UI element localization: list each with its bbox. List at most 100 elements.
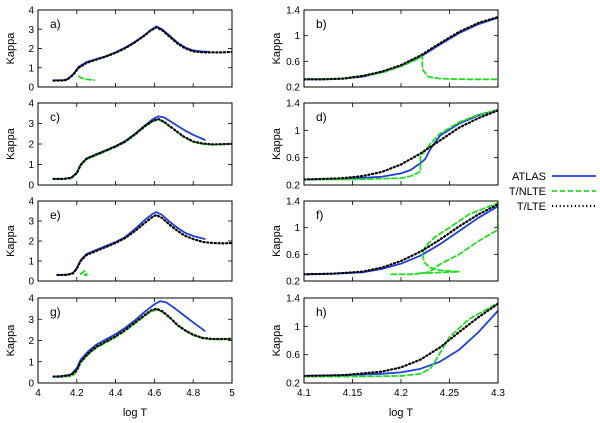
legend-label: T/LTE <box>517 201 546 213</box>
series-group <box>304 202 498 276</box>
legend-label: ATLAS <box>512 171 546 183</box>
y-tick-label: 3 <box>28 25 34 36</box>
y-tick-label: 4 <box>28 197 34 208</box>
series-line-atlas <box>304 205 498 276</box>
y-tick-label: 1 <box>294 223 300 234</box>
y-tick-label: 0.2 <box>286 83 300 94</box>
x-tick-label: 4.8 <box>186 388 200 399</box>
series-line-atlas <box>52 25 210 82</box>
x-tick-label: 4.2 <box>70 388 84 399</box>
panel-c: 0 1 2 3 4 c) Kappa <box>5 99 233 192</box>
series-line-atlas <box>52 300 206 378</box>
plot-frame <box>303 102 499 186</box>
y-tick-label: 0.6 <box>286 250 300 261</box>
y-tick-label: 4 <box>28 6 34 17</box>
series-group <box>52 115 232 181</box>
y-axis-label: Kappa <box>271 32 283 65</box>
series-group <box>304 302 498 378</box>
series-group <box>52 25 232 82</box>
y-tick-label: 3 <box>28 119 34 130</box>
panel-label: f) <box>316 208 323 222</box>
x-tick-label: 4.6 <box>147 388 161 399</box>
series-line-t-nlte <box>304 108 498 181</box>
y-tick-label: 0.6 <box>286 350 300 361</box>
series-line-t-lte <box>304 15 498 81</box>
series-line-atlas <box>304 309 498 377</box>
x-tick-label: 5 <box>229 388 235 399</box>
plot-frame <box>37 297 233 384</box>
y-tick-label: 0 <box>28 379 34 390</box>
x-tick-label: 4.1 <box>297 388 311 399</box>
plot-frame <box>303 9 499 88</box>
panel-label: c) <box>50 110 60 124</box>
legend: ATLAS T/NLTE T/LTE <box>509 171 596 213</box>
series-line-t-lte <box>56 213 232 277</box>
x-axis-label: log T <box>389 407 414 419</box>
y-axis-label: Kappa <box>5 127 17 160</box>
y-tick-label: 2 <box>28 237 34 248</box>
y-axis-label: Kappa <box>271 324 283 357</box>
y-tick-label: 2 <box>28 336 34 347</box>
y-tick-label: 1 <box>294 31 300 42</box>
panel-h: 4.1 4.15 4.2 4.25 4.3 0.2 0.6 1 1.4 h) Kappa log T <box>271 294 505 420</box>
series-line-t-nlte <box>77 75 96 81</box>
y-tick-label: 4 <box>28 99 34 110</box>
plot-frame <box>37 102 233 186</box>
panel-label: g) <box>50 305 61 319</box>
y-tick-label: 0.6 <box>286 57 300 68</box>
series-line-t-nlte <box>304 55 498 81</box>
y-tick-label: 1 <box>28 357 34 368</box>
series-line-t-lte <box>304 203 498 276</box>
y-tick-label: 2 <box>28 44 34 55</box>
y-axis-label: Kappa <box>271 127 283 160</box>
x-tick-label: 4.3 <box>491 388 505 399</box>
panel-label: b) <box>316 17 327 31</box>
series-line-t-lte <box>304 109 498 181</box>
x-tick-label: 4.2 <box>394 388 408 399</box>
series-group <box>52 300 232 378</box>
x-tick-label: 4.15 <box>343 388 363 399</box>
series-group <box>304 108 498 181</box>
panel-a: 0 1 2 3 4 a) Kappa <box>5 6 233 94</box>
series-line-atlas <box>52 115 206 180</box>
y-axis-label: Kappa <box>5 224 17 257</box>
panel-b: 0.2 0.6 1 1.4 b) Kappa <box>271 6 499 94</box>
series-line-t-lte <box>52 26 232 82</box>
y-tick-label: 4 <box>28 294 34 305</box>
plot-frame <box>37 200 233 282</box>
y-tick-label: 1 <box>28 257 34 268</box>
y-axis-label: Kappa <box>5 32 17 65</box>
series-line-t-lte <box>52 307 232 378</box>
plot-frame <box>37 9 233 88</box>
x-tick-label: 4.25 <box>440 388 460 399</box>
series-line-t-nlte <box>304 302 498 378</box>
series-line-t-lte <box>304 302 498 378</box>
y-tick-label: 0 <box>28 181 34 192</box>
y-tick-label: 3 <box>28 315 34 326</box>
plot-frame <box>303 297 499 384</box>
y-tick-label: 0 <box>28 277 34 288</box>
y-tick-label: 0.2 <box>286 181 300 192</box>
panel-d: 0.2 0.6 1 1.4 d) Kappa <box>271 99 499 192</box>
y-tick-label: 1.4 <box>286 99 300 110</box>
series-line-t-lte <box>52 117 232 180</box>
y-tick-label: 0 <box>28 83 34 94</box>
x-tick-label: 4.4 <box>109 388 123 399</box>
x-tick-label: 4 <box>35 388 41 399</box>
series-group <box>304 15 498 81</box>
y-tick-label: 1.4 <box>286 294 300 305</box>
plot-frame <box>303 200 499 282</box>
y-tick-label: 1.4 <box>286 6 300 17</box>
series-line-t-nlte <box>56 308 232 378</box>
y-tick-label: 2 <box>28 140 34 151</box>
series-line-t-nlte <box>390 202 498 276</box>
legend-label: T/NLTE <box>509 186 546 198</box>
y-tick-label: 1 <box>28 63 34 74</box>
y-tick-label: 0.6 <box>286 153 300 164</box>
y-tick-label: 1 <box>294 322 300 333</box>
panel-label: a) <box>50 17 61 31</box>
y-tick-label: 1 <box>28 160 34 171</box>
panel-g: 4 4.2 4.4 4.6 4.8 5 0 1 2 3 4 g) Kappa log T <box>5 294 235 420</box>
panel-e: 0 1 2 3 4 e) Kappa <box>5 197 233 288</box>
